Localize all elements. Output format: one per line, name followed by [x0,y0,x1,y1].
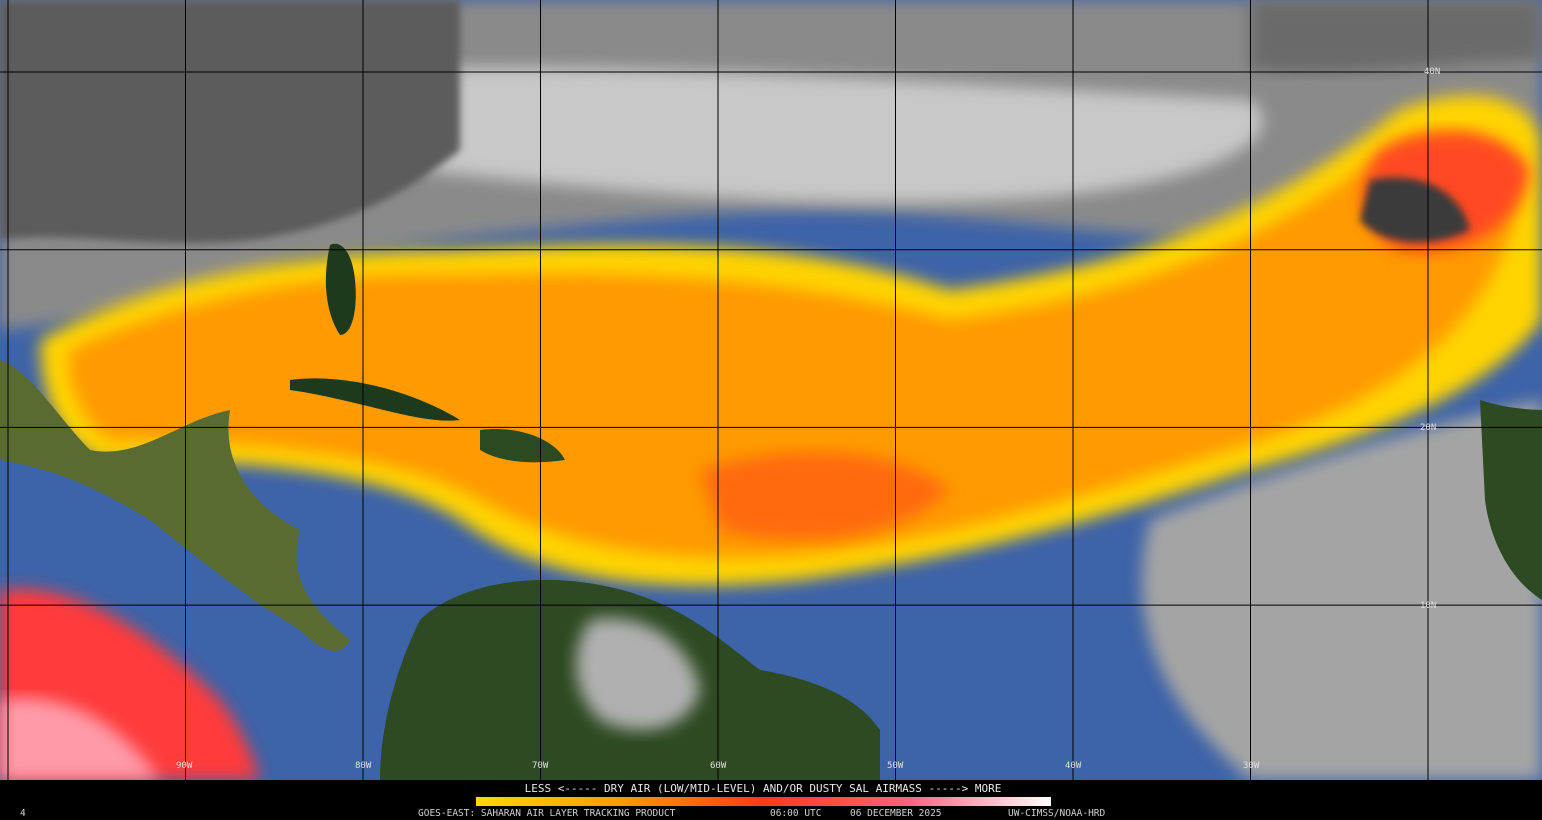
cloud-field [1142,400,1542,780]
sal-orange [69,132,1521,558]
credit: UW-CIMSS/NOAA-HRD [1008,808,1106,819]
sal-red [700,452,950,540]
lon-label: 50W [887,761,904,771]
valid-time: 06:00 UTC [770,808,821,819]
lon-label: 80W [355,761,372,771]
lon-label: 60W [710,761,727,771]
lat-label: 20N [1420,423,1436,433]
frame-number: 4 [20,808,26,819]
legend-caption: LESS <----- DRY AIR (LOW/MID-LEVEL) AND/… [525,782,1002,795]
lon-label: 30W [1243,761,1260,771]
graticule [0,0,1542,780]
lon-label: 70W [532,761,549,771]
us-land [0,0,460,243]
map [0,0,1542,780]
lat-label: 40N [1424,67,1440,77]
product-name: GOES-EAST: SAHARAN AIR LAYER TRACKING PR… [418,808,676,819]
sal-pink [0,698,160,780]
lon-label: 40W [1065,761,1082,771]
lat-label: 10N [1420,601,1436,611]
africa [1480,400,1542,600]
dry-hole [1360,177,1470,243]
cloud-band [350,67,1263,203]
color-bar [476,797,1051,806]
hispaniola [480,429,565,463]
central-america [0,360,350,651]
valid-date: 06 DECEMBER 2025 [850,808,942,819]
lon-label: 90W [176,761,193,771]
cuba [290,378,460,421]
cloud-field [576,618,700,730]
florida [325,243,356,335]
cloud-field [1250,0,1542,73]
